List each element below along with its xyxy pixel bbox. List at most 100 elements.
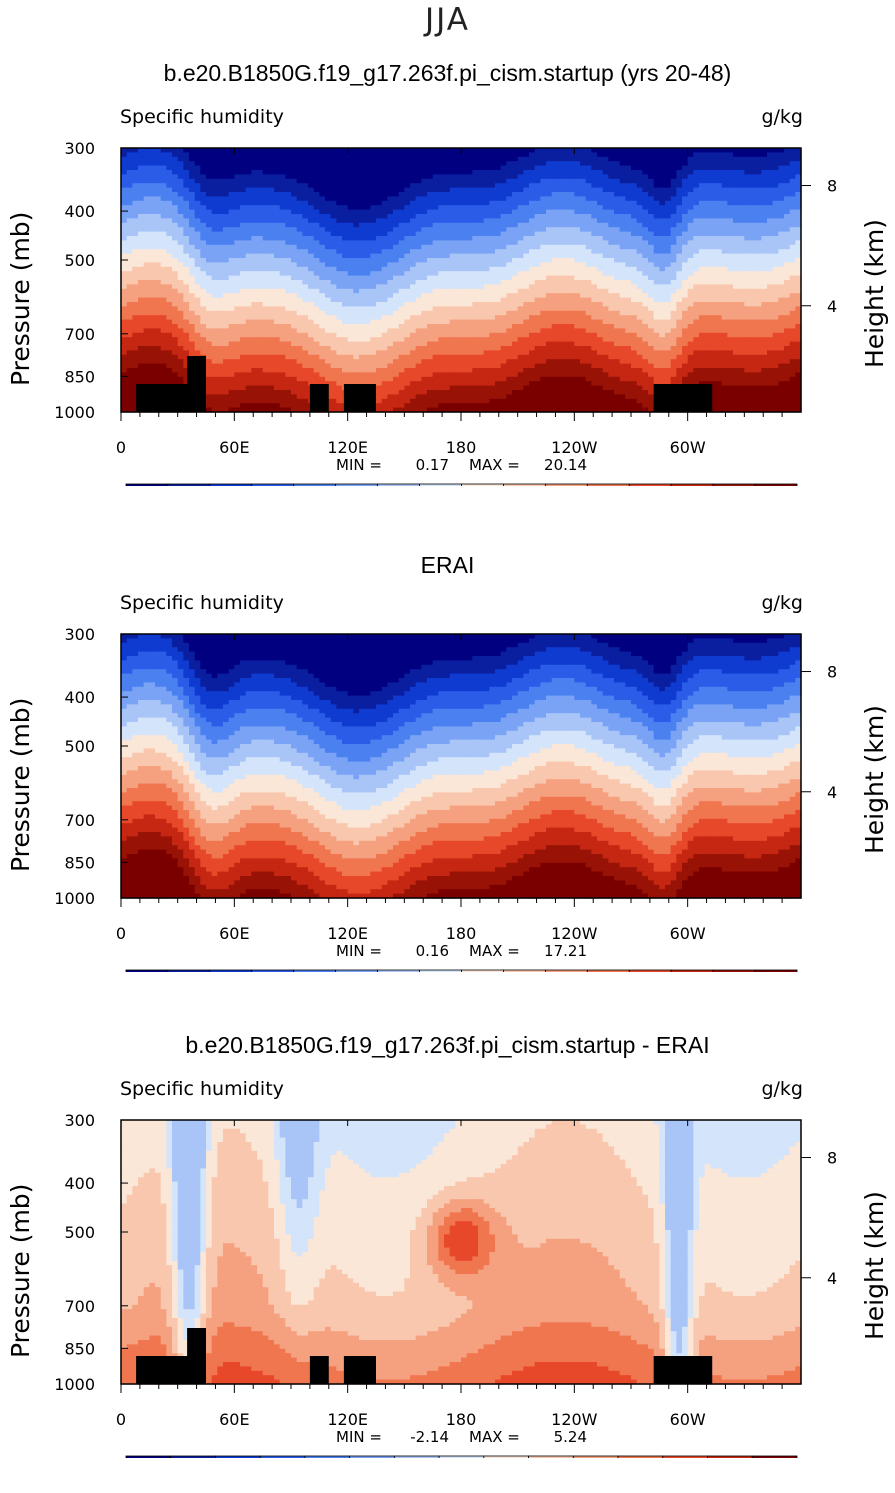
units-label: g/kg xyxy=(761,106,803,128)
colorbar-bin xyxy=(167,483,211,486)
colorbar-bin xyxy=(670,969,714,972)
min-label: MIN = xyxy=(336,456,382,474)
pressure-tick-label: 850 xyxy=(64,367,95,386)
longitude-tick-label: 180 xyxy=(446,1410,477,1429)
longitude-tick-label: 120W xyxy=(551,924,598,943)
colorbar-bin xyxy=(125,483,169,486)
longitude-tick-label: 120E xyxy=(327,1410,368,1429)
colorbar-bin xyxy=(586,483,630,486)
height-tick-label: 8 xyxy=(827,1149,837,1168)
panel-2: ERAI Specific humidity g/kg Pressure (mb) He… xyxy=(0,486,895,972)
colorbar xyxy=(125,483,798,486)
longitude-tick-label: 60W xyxy=(670,438,706,457)
longitude-tick-label: 120W xyxy=(551,438,598,457)
colorbar-bin xyxy=(170,1455,216,1458)
min-value: -2.14 xyxy=(410,1428,449,1446)
pressure-tick-label: 300 xyxy=(64,1111,95,1130)
colorbar-bin xyxy=(209,483,253,486)
pressure-tick-label: 400 xyxy=(64,202,95,221)
pressure-tick-label: 500 xyxy=(64,251,95,270)
topography-mask xyxy=(309,1356,329,1384)
panel-title: b.e20.B1850G.f19_g17.263f.pi_cism.startu… xyxy=(0,1032,895,1059)
height-tick-label: 4 xyxy=(827,1269,837,1288)
colorbar-bin xyxy=(544,969,588,972)
min-label: MIN = xyxy=(336,1428,382,1446)
colorbar-bin xyxy=(125,1455,172,1458)
height-tick-label: 8 xyxy=(827,663,837,682)
colorbar-bin xyxy=(438,1455,485,1458)
max-value: 5.24 xyxy=(554,1428,587,1446)
min-value: 0.16 xyxy=(416,942,449,960)
pressure-tick-label: 1000 xyxy=(54,1375,95,1394)
colorbar-bin xyxy=(617,1455,664,1458)
units-label: g/kg xyxy=(761,592,803,614)
contour-fill xyxy=(121,1120,802,1385)
colorbar-bin xyxy=(349,1455,395,1458)
colorbar-bin xyxy=(586,969,630,972)
longitude-tick-label: 120W xyxy=(551,1410,598,1429)
max-label: MAX = xyxy=(469,942,520,960)
colorbar-bin xyxy=(483,1455,530,1458)
colorbar-bin xyxy=(528,1455,574,1458)
colorbar-bin xyxy=(293,483,337,486)
longitude-tick-label: 60E xyxy=(219,1410,249,1429)
colorbar-bin xyxy=(335,483,379,486)
pressure-tick-label: 850 xyxy=(64,1339,95,1358)
variable-label: Specific humidity xyxy=(120,592,284,614)
pressure-tick-label: 700 xyxy=(64,811,95,830)
colorbar xyxy=(125,1455,798,1458)
longitude-tick-label: 60E xyxy=(219,438,249,457)
pressure-tick-label: 400 xyxy=(64,688,95,707)
height-tick-label: 8 xyxy=(827,177,837,196)
longitude-tick-label: 60E xyxy=(219,924,249,943)
variable-label: Specific humidity xyxy=(120,1078,284,1100)
colorbar-bin xyxy=(544,483,588,486)
topography-mask xyxy=(653,384,713,412)
topography-mask xyxy=(187,1328,206,1384)
contour-plot: 300 400 500 700 850 1000 8 4 0 60E 120E 180 120W 60W M… xyxy=(54,625,837,972)
longitude-tick-label: 0 xyxy=(116,1410,126,1429)
max-label: MAX = xyxy=(469,456,520,474)
colorbar-bin xyxy=(304,1455,351,1458)
colorbar-bin xyxy=(251,483,295,486)
max-value: 17.21 xyxy=(544,942,587,960)
panel-1: b.e20.B1850G.f19_g17.263f.pi_cism.startu… xyxy=(0,0,895,486)
longitude-tick-label: 60W xyxy=(670,1410,706,1429)
longitude-tick-label: 60W xyxy=(670,924,706,943)
colorbar-bin xyxy=(419,483,462,486)
pressure-tick-label: 500 xyxy=(64,1223,95,1242)
contour-plot: 300 400 500 700 850 1000 8 4 0 60E 120E 180 120W 60W M… xyxy=(54,1111,837,1458)
colorbar-bin xyxy=(293,969,337,972)
topography-mask xyxy=(187,356,206,412)
topography-mask xyxy=(343,384,376,412)
colorbar-bin xyxy=(503,969,546,972)
colorbar-bin xyxy=(707,1455,753,1458)
colorbar-bin xyxy=(419,969,462,972)
min-value: 0.17 xyxy=(416,456,449,474)
longitude-tick-label: 0 xyxy=(116,924,126,943)
colorbar-bin xyxy=(377,969,420,972)
longitude-tick-label: 180 xyxy=(446,438,477,457)
colorbar-bin xyxy=(251,969,295,972)
colorbar-bin xyxy=(377,483,420,486)
colorbar-bin xyxy=(393,1455,440,1458)
min-label: MIN = xyxy=(336,942,382,960)
colorbar-bin xyxy=(572,1455,619,1458)
colorbar-bin xyxy=(754,483,798,486)
colorbar-bin xyxy=(503,483,546,486)
pressure-tick-label: 1000 xyxy=(54,889,95,908)
panel-title: ERAI xyxy=(0,552,895,579)
topography-mask xyxy=(653,1356,713,1384)
topography-mask xyxy=(343,1356,376,1384)
colorbar-bin xyxy=(125,969,169,972)
panel-title: b.e20.B1850G.f19_g17.263f.pi_cism.startu… xyxy=(0,60,895,87)
max-value: 20.14 xyxy=(544,456,587,474)
colorbar-bin xyxy=(662,1455,708,1458)
height-tick-label: 4 xyxy=(827,783,837,802)
colorbar xyxy=(125,969,798,972)
colorbar-bin xyxy=(712,969,756,972)
pressure-tick-label: 500 xyxy=(64,737,95,756)
units-label: g/kg xyxy=(761,1078,803,1100)
colorbar-bin xyxy=(167,969,211,972)
colorbar-bin xyxy=(335,969,379,972)
